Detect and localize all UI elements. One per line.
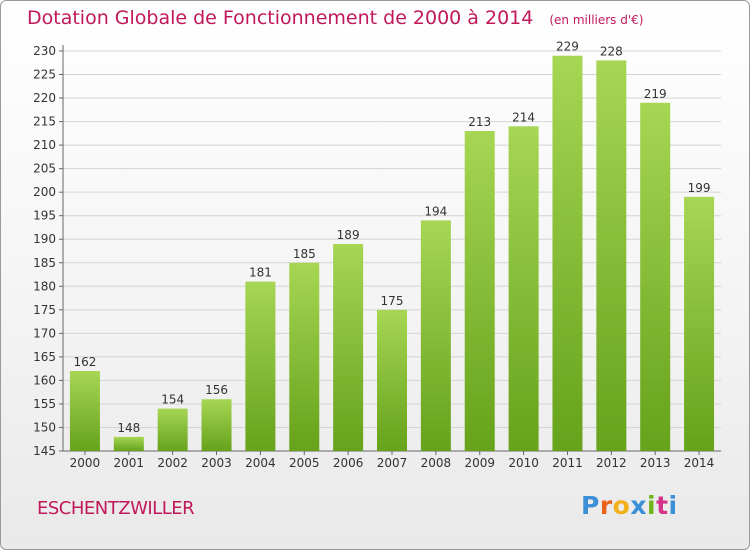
bar <box>333 243 364 451</box>
y-tick-label: 220 <box>33 91 56 105</box>
y-tick-label: 195 <box>33 209 56 223</box>
logo-letter: t <box>656 491 669 520</box>
data-label: 175 <box>381 294 404 308</box>
x-tick-label: 2000 <box>70 456 101 470</box>
x-tick-label: 2014 <box>684 456 715 470</box>
logo-letter: i <box>647 491 657 520</box>
data-label: 219 <box>644 87 667 101</box>
bar <box>420 220 451 451</box>
y-tick-label: 205 <box>33 162 56 176</box>
x-tick-label: 2006 <box>333 456 364 470</box>
x-tick-label: 2009 <box>464 456 495 470</box>
data-label: 162 <box>73 355 96 369</box>
logo-letter: o <box>612 491 631 520</box>
y-tick-label: 155 <box>33 397 56 411</box>
bar <box>113 436 144 451</box>
bar <box>684 196 715 451</box>
data-label: 213 <box>468 115 491 129</box>
data-label: 228 <box>600 44 623 58</box>
bar <box>377 309 407 451</box>
x-tick-label: 2010 <box>508 456 539 470</box>
y-tick-label: 225 <box>33 68 56 82</box>
data-label: 181 <box>249 266 272 280</box>
data-label: 156 <box>205 383 228 397</box>
x-tick-label: 2001 <box>114 456 145 470</box>
labels: 145 150 155 160 165 170 175 180 185 190 195 200 205 2… <box>33 40 714 470</box>
y-tick-label: 160 <box>33 373 56 387</box>
bar <box>596 60 627 451</box>
bar <box>508 126 539 451</box>
bar <box>289 262 320 451</box>
data-label: 154 <box>161 393 184 407</box>
data-label: 214 <box>512 110 535 124</box>
y-tick-label: 185 <box>33 256 56 270</box>
proxiti-logo: Proxiti <box>581 491 678 520</box>
title-row: Dotation Globale de Fonctionnement de 20… <box>27 7 643 29</box>
y-tick-label: 145 <box>33 444 56 458</box>
commune-name: ESCHENTZWILLER <box>37 498 195 519</box>
x-tick-label: 2002 <box>157 456 188 470</box>
bars <box>69 55 715 452</box>
y-tick-label: 200 <box>33 185 56 199</box>
data-label: 185 <box>293 247 316 261</box>
y-tick-label: 210 <box>33 138 56 152</box>
bar <box>640 102 671 451</box>
y-tick-label: 230 <box>33 44 56 58</box>
bar <box>245 281 276 451</box>
chart-title: Dotation Globale de Fonctionnement de 20… <box>27 7 534 29</box>
data-label: 194 <box>424 204 447 218</box>
x-tick-label: 2005 <box>289 456 320 470</box>
chart-unit: (en milliers d'€) <box>549 13 644 27</box>
y-tick-label: 165 <box>33 350 56 364</box>
x-tick-label: 2003 <box>201 456 232 470</box>
bar <box>464 131 495 451</box>
y-tick-label: 180 <box>33 279 56 293</box>
bar <box>201 399 232 451</box>
data-label: 199 <box>688 181 711 195</box>
data-label: 229 <box>556 40 579 54</box>
y-tick-label: 175 <box>33 303 56 317</box>
x-tick-label: 2008 <box>421 456 452 470</box>
x-tick-label: 2013 <box>640 456 671 470</box>
bar <box>69 371 100 451</box>
logo-letter: r <box>599 491 613 520</box>
y-tick-label: 170 <box>33 326 56 340</box>
logo-letter: x <box>630 491 647 520</box>
x-tick-label: 2007 <box>377 456 408 470</box>
logo-letter: i <box>668 491 678 520</box>
y-tick-label: 215 <box>33 115 56 129</box>
y-tick-label: 190 <box>33 232 56 246</box>
data-label: 148 <box>117 421 140 435</box>
logo-letter: P <box>581 491 600 520</box>
x-tick-label: 2011 <box>552 456 583 470</box>
x-tick-label: 2012 <box>596 456 627 470</box>
data-label: 189 <box>337 228 360 242</box>
x-tick-label: 2004 <box>245 456 276 470</box>
y-tick-label: 150 <box>33 420 56 434</box>
bar <box>552 55 583 452</box>
bar <box>157 408 188 451</box>
